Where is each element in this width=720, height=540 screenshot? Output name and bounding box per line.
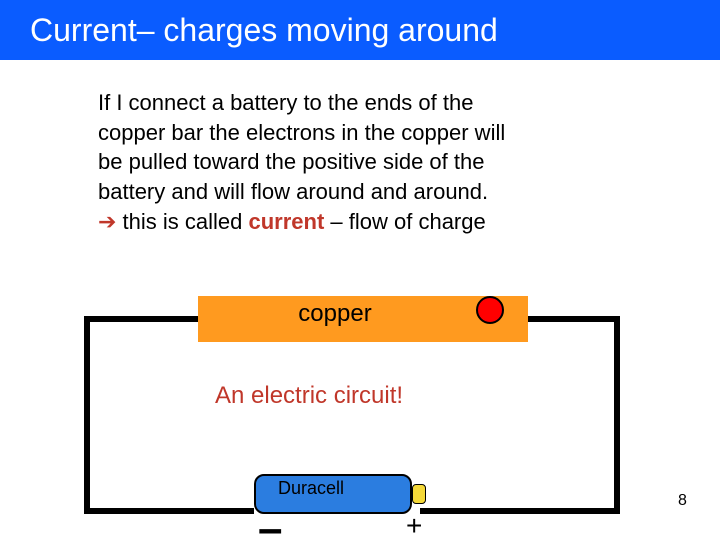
wire-bottom-right: [420, 508, 620, 514]
wire-right: [614, 316, 620, 514]
slide-title: Current– charges moving around: [30, 12, 498, 49]
body-line5a: this is called: [116, 209, 248, 234]
body-line1: If I connect a battery to the ends of th…: [98, 90, 473, 115]
page-number: 8: [678, 492, 687, 510]
body-line4: battery and will flow around and around.: [98, 179, 488, 204]
body-line5b: – flow of charge: [324, 209, 485, 234]
battery-cap: [412, 484, 426, 504]
electron-icon: [476, 296, 504, 324]
minus-sign: –: [258, 504, 282, 540]
wire-left: [84, 316, 90, 514]
body-line2: copper bar the electrons in the copper w…: [98, 120, 505, 145]
battery-label: Duracell: [278, 478, 344, 499]
body-text: If I connect a battery to the ends of th…: [98, 88, 618, 236]
slide: Current– charges moving around If I conn…: [0, 0, 720, 540]
wire-top-left: [84, 316, 198, 322]
wire-bottom-left: [84, 508, 254, 514]
arrow-icon: ➔: [98, 209, 116, 234]
caption: An electric circuit!: [215, 382, 403, 410]
current-word: current: [249, 209, 325, 234]
copper-label: copper: [275, 300, 395, 328]
plus-sign: +: [406, 510, 422, 540]
body-line3: be pulled toward the positive side of th…: [98, 149, 484, 174]
wire-top-right: [528, 316, 620, 322]
